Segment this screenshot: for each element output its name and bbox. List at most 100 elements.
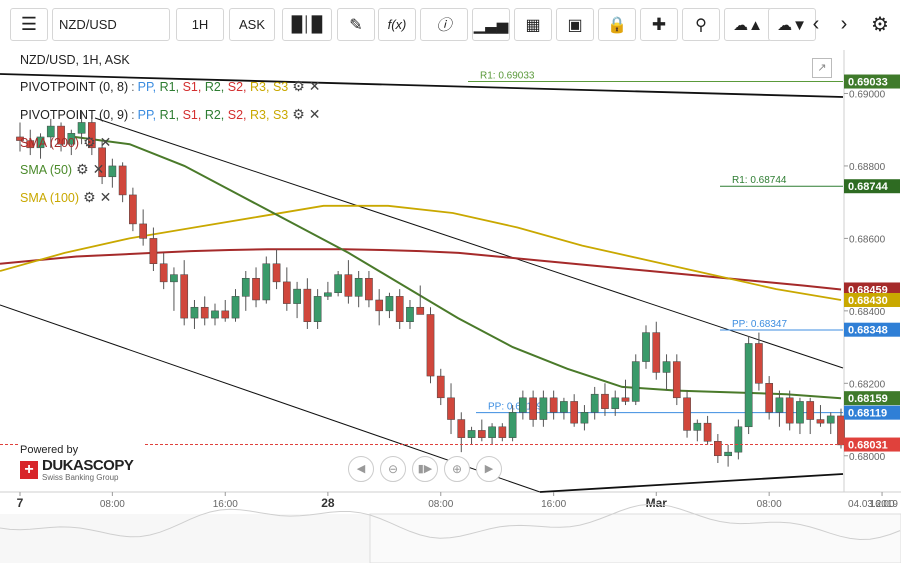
x-tick-label: 08:00	[757, 499, 782, 510]
lock-icon[interactable]: 🔒	[598, 8, 636, 41]
candle-body	[98, 147, 106, 178]
price-side-select[interactable]: ASK	[229, 8, 275, 41]
candle-body	[170, 274, 178, 283]
candle-body	[724, 451, 732, 457]
overlay-sma-100[interactable]: SMA (100) ⚙ ✕	[20, 189, 111, 206]
overlay-sma-200[interactable]: SMA (200) ⚙ ✕	[20, 134, 111, 151]
candle-body	[642, 332, 650, 362]
pivot-level-label: S1,	[182, 79, 205, 94]
candle-body	[806, 401, 815, 420]
upload-cloud-icon[interactable]: ☁▲	[724, 8, 772, 41]
gear-icon[interactable]: ⚙	[292, 78, 305, 94]
pivot-level-label: R3,	[250, 107, 273, 122]
price-chart[interactable]: R1: 0.69033 R1: 0.68744 PP: 0.68347 PP: 0.6…	[0, 50, 901, 564]
overlay-sma-50[interactable]: SMA (50) ⚙ ✕	[20, 161, 104, 178]
candle-body	[57, 125, 65, 145]
candle-body	[406, 306, 414, 322]
scroll-left-icon[interactable]: ◀	[348, 456, 374, 482]
download-cloud-icon[interactable]: ☁▼	[768, 8, 816, 41]
close-icon[interactable]: ✕	[308, 78, 321, 94]
overlay-pivot-9[interactable]: PIVOTPOINT (0, 9) : PP, R1, S1, R2, S2, …	[20, 106, 321, 122]
draw-pen-icon[interactable]: ✎	[337, 8, 375, 41]
chart-title: NZD/USD, 1H, ASK	[20, 53, 130, 67]
chart-type-icon[interactable]: █│█	[282, 8, 332, 41]
trendline	[94, 117, 844, 369]
y-tick-label: 0.68800	[849, 162, 886, 173]
gear-icon[interactable]: ⚙	[871, 14, 889, 36]
y-tick-label: 0.68200	[849, 379, 886, 390]
candle-body	[467, 430, 476, 438]
zoom-icon[interactable]: ⚲	[682, 8, 720, 41]
indicator-fx-icon[interactable]: f(x)	[378, 8, 416, 41]
toolbar: ☰ NZD/USD 1H ASK █│█ ✎ f(x) ⓘ ▁▃▅ ▦ ▣ 🔒 …	[0, 0, 901, 50]
zoom-out-icon[interactable]: ⊖	[380, 456, 406, 482]
x-tick-label: 16:00	[541, 499, 566, 510]
candle-body	[775, 397, 784, 413]
price-tag	[844, 322, 900, 337]
symbol-select[interactable]: NZD/USD	[52, 8, 170, 41]
candle-body	[447, 397, 455, 420]
expand-icon[interactable]: ↗	[812, 58, 832, 78]
zoom-in-icon[interactable]: ⊕	[444, 456, 470, 482]
candle-body	[190, 306, 199, 319]
powered-by-text: Powered by	[20, 444, 79, 456]
candle-body	[262, 263, 271, 301]
candle-body	[714, 441, 722, 457]
price-tag	[844, 74, 900, 89]
candle-body	[755, 343, 763, 384]
trendline	[0, 73, 844, 98]
chevron-right-icon[interactable]: ›	[840, 13, 848, 35]
gear-icon[interactable]: ⚙	[76, 161, 89, 177]
close-icon[interactable]: ✕	[92, 161, 105, 177]
overlay-pivot-8-name: PIVOTPOINT (0, 8)	[20, 79, 129, 94]
fx-label: f(x)	[387, 17, 407, 32]
close-icon[interactable]: ✕	[99, 134, 112, 150]
gear-icon[interactable]: ⚙	[292, 106, 305, 122]
pivot-level-label: S2,	[227, 107, 250, 122]
calendar-icon[interactable]: ▦	[514, 8, 552, 41]
timeframe-select[interactable]: 1H	[176, 8, 224, 41]
reset-view-icon[interactable]: ▮▶	[412, 456, 438, 482]
candle-body	[703, 422, 712, 442]
candle-body	[334, 274, 342, 293]
branding: Powered by + DUKASCOPY Swiss Banking Gro…	[20, 444, 144, 482]
pivot-label: PP: 0.68347	[732, 319, 787, 330]
x-tick-label: 7	[17, 496, 24, 510]
candle-body	[46, 125, 55, 138]
pivot-level-label: R1,	[159, 79, 183, 94]
menu-icon[interactable]: ☰	[10, 8, 48, 41]
candle-body	[129, 194, 137, 225]
candle-body	[826, 415, 835, 424]
pivot-level-label: PP,	[137, 79, 160, 94]
x-tick-label: 16:00	[213, 499, 238, 510]
candle-body	[26, 140, 35, 149]
volume-bars-icon[interactable]: ▁▃▅	[472, 8, 510, 41]
candle-body	[837, 415, 845, 446]
info-icon[interactable]: ⓘ	[420, 8, 468, 41]
candle-body	[149, 238, 158, 265]
candle-body	[631, 361, 640, 402]
chart-title-text: NZD/USD, 1H, ASK	[20, 53, 130, 67]
overlay-pivot-9-levels: PP, R1, S1, R2, S2, R3, S3	[138, 108, 289, 122]
pivot-level-label: S2,	[227, 79, 250, 94]
candle-body	[765, 383, 774, 413]
x-tick-label: Mar	[646, 496, 668, 510]
sma-50-line	[74, 136, 842, 400]
scroll-right-icon[interactable]: ▶	[476, 456, 502, 482]
trendline	[539, 473, 844, 493]
chevron-left-icon[interactable]: ‹	[812, 13, 820, 35]
gear-icon[interactable]: ⚙	[83, 134, 96, 150]
overlay-pivot-8[interactable]: PIVOTPOINT (0, 8) : PP, R1, S1, R2, S2, …	[20, 78, 321, 94]
crosshair-icon[interactable]: ✚	[640, 8, 678, 41]
candle-body	[601, 393, 609, 409]
close-icon[interactable]: ✕	[308, 106, 321, 122]
gear-icon[interactable]: ⚙	[83, 189, 96, 205]
price-tag-label: 0.68159	[848, 393, 888, 405]
candle-body	[159, 263, 168, 283]
candle-body	[139, 223, 147, 239]
candle-body	[303, 288, 312, 322]
close-icon[interactable]: ✕	[99, 189, 112, 205]
calculator-icon[interactable]: ▣	[556, 8, 594, 41]
price-tag	[844, 292, 900, 307]
chart-nav: ◀ ⊖ ▮▶ ⊕ ▶	[348, 456, 502, 482]
